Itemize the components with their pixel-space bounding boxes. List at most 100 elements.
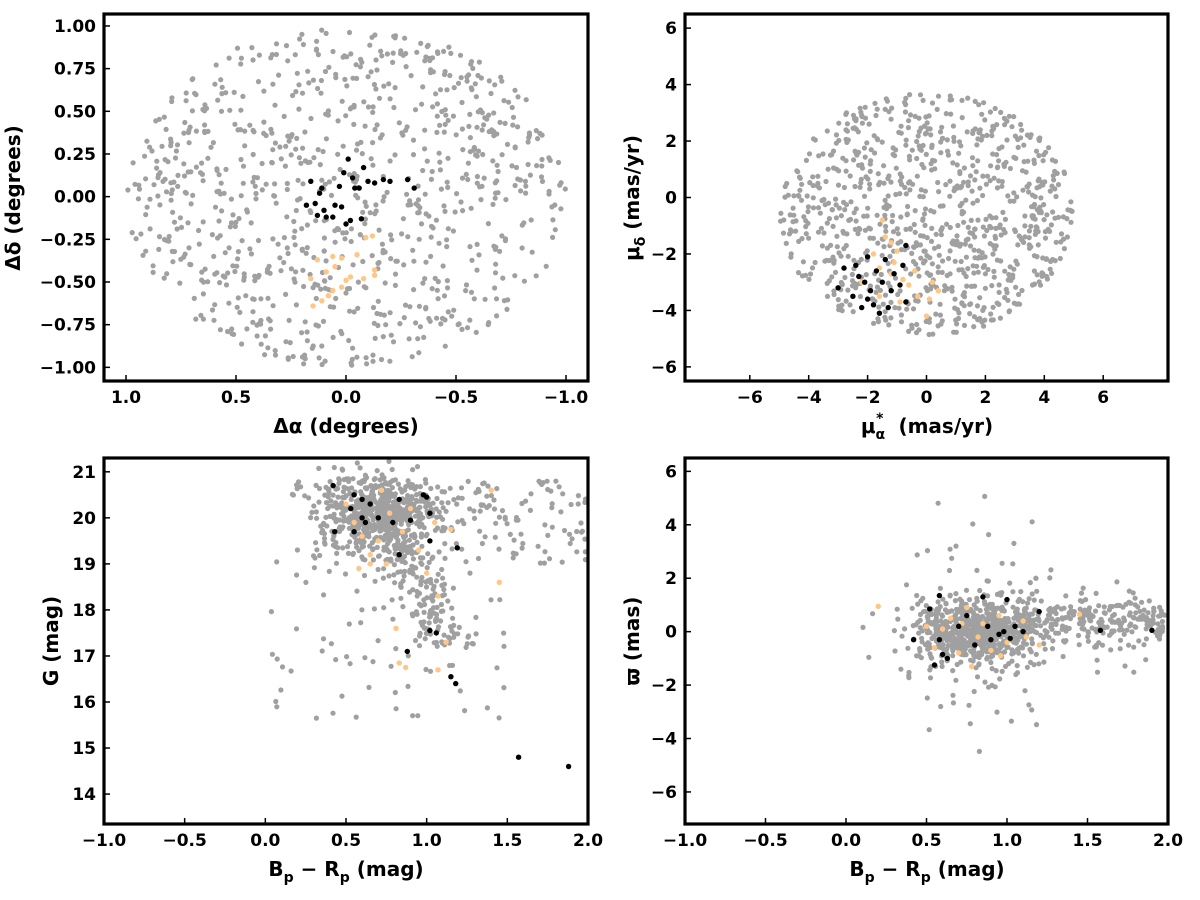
field-star-point <box>378 497 384 503</box>
field-star-point <box>232 223 238 230</box>
field-star-point <box>366 684 372 691</box>
field-star-point <box>416 601 423 607</box>
field-star-point <box>398 583 404 589</box>
field-star-point <box>397 321 403 327</box>
field-star-point <box>894 606 900 612</box>
y-tick-label: −2 <box>651 245 677 265</box>
field-star-point <box>477 508 483 514</box>
field-star-point <box>943 601 949 607</box>
field-star-point <box>430 598 436 604</box>
field-star-point <box>444 179 450 185</box>
field-star-point <box>788 251 794 257</box>
field-star-point <box>433 217 439 223</box>
field-star-point <box>476 252 482 258</box>
field-star-point <box>428 234 434 240</box>
field-star-point <box>1047 266 1053 272</box>
field-star-point <box>374 122 380 128</box>
field-star-point <box>908 271 914 277</box>
field-star-point <box>918 147 924 153</box>
black-member-point <box>448 674 454 680</box>
field-star-point <box>371 81 377 88</box>
field-star-point <box>315 85 321 92</box>
field-star-point <box>182 251 188 257</box>
field-star-point <box>353 540 359 546</box>
field-star-point <box>445 184 451 190</box>
field-star-point <box>466 123 472 129</box>
field-star-point <box>410 247 416 253</box>
field-star-point <box>527 507 534 513</box>
field-star-point <box>882 292 889 298</box>
field-star-point <box>967 721 973 727</box>
field-star-point <box>248 220 254 226</box>
field-star-point <box>1025 600 1031 606</box>
field-star-point <box>910 181 916 187</box>
member-stars-plx <box>875 592 1155 670</box>
black-member-point <box>349 175 356 181</box>
field-star-point <box>340 511 346 517</box>
field-star-point <box>924 695 930 701</box>
field-star-point <box>903 137 909 143</box>
field-star-point <box>501 298 507 304</box>
field-star-point <box>414 464 421 470</box>
field-star-point <box>823 178 829 185</box>
field-star-point <box>451 497 457 503</box>
field-star-point <box>388 332 394 338</box>
field-star-point <box>252 278 258 284</box>
field-star-point <box>1132 595 1138 601</box>
field-star-point <box>254 175 260 181</box>
field-star-point <box>1033 575 1039 581</box>
field-star-point <box>1015 242 1021 248</box>
field-star-point <box>917 92 924 98</box>
field-star-point <box>313 218 319 224</box>
field-star-point <box>482 296 488 302</box>
field-star-point <box>851 157 857 163</box>
field-star-point <box>213 62 219 68</box>
field-star-point <box>438 618 444 624</box>
field-star-point <box>543 263 549 269</box>
field-star-point <box>277 255 283 261</box>
field-star-point <box>1015 301 1022 307</box>
black-member-point <box>396 496 402 503</box>
orange-member-point <box>964 604 970 611</box>
field-star-point <box>1060 623 1066 629</box>
field-star-point <box>936 189 942 195</box>
field-star-point <box>463 559 469 565</box>
field-star-point <box>512 182 518 189</box>
field-star-point <box>330 48 336 55</box>
black-member-point <box>332 202 338 208</box>
field-star-point <box>153 118 159 124</box>
field-star-point <box>286 138 292 144</box>
field-star-point <box>177 215 183 221</box>
field-star-point <box>343 485 349 491</box>
field-star-point <box>1044 618 1050 624</box>
field-star-point <box>539 156 545 163</box>
field-star-point <box>388 232 394 238</box>
field-star-point <box>293 269 299 275</box>
field-star-point <box>1076 642 1082 648</box>
black-member-point <box>876 310 883 316</box>
field-star-point <box>836 205 843 211</box>
field-star-point <box>442 541 448 547</box>
field-star-point <box>914 552 920 558</box>
field-star-point <box>1036 176 1042 182</box>
field-star-point <box>316 355 322 361</box>
field-star-point <box>416 350 422 356</box>
field-star-point <box>428 608 434 614</box>
field-star-point <box>1078 590 1085 596</box>
field-star-point <box>274 704 280 710</box>
field-star-point <box>882 212 888 218</box>
field-star-point <box>441 129 447 135</box>
field-star-point <box>501 98 507 104</box>
field-star-point <box>1061 246 1067 252</box>
field-star-point <box>894 226 900 232</box>
field-star-point <box>898 214 904 220</box>
field-star-point <box>961 652 967 658</box>
orange-member-point <box>923 313 930 319</box>
field-star-point <box>1020 599 1026 605</box>
field-star-point <box>560 491 566 497</box>
field-star-point <box>1022 606 1028 612</box>
field-star-point <box>920 217 926 223</box>
field-star-point <box>1031 160 1037 166</box>
field-star-point <box>372 335 378 341</box>
field-star-point <box>1002 268 1008 274</box>
